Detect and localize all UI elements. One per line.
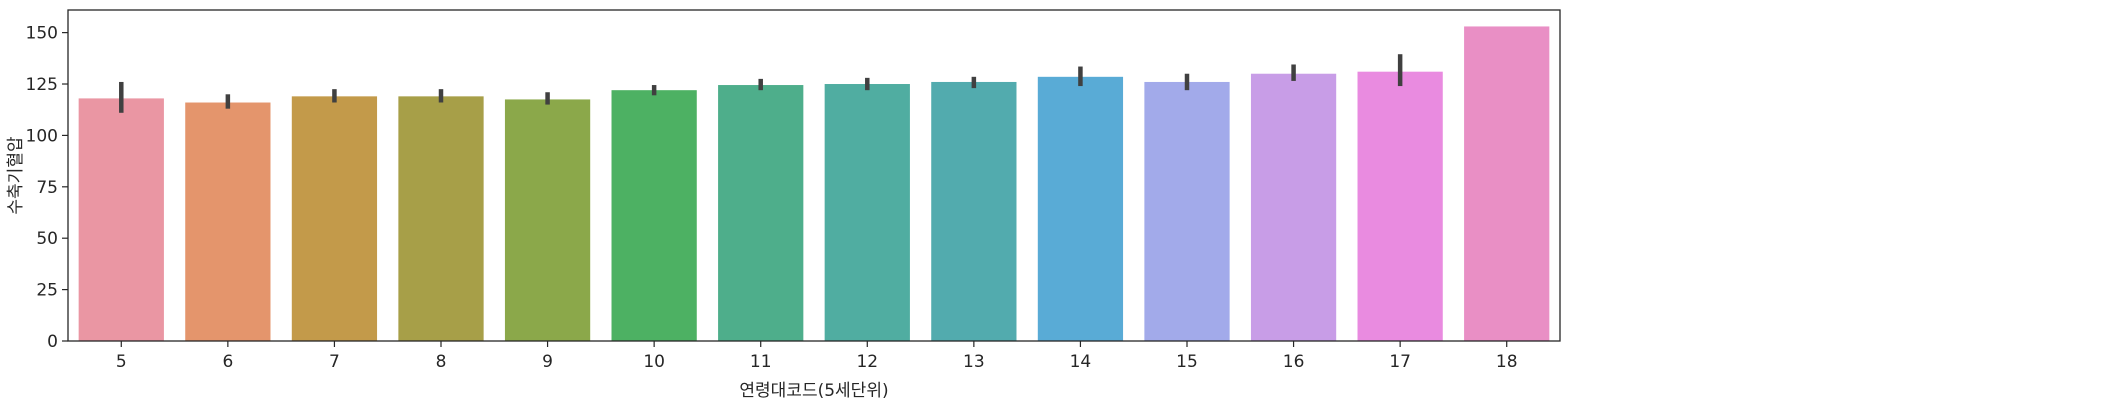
x-tick-label-15: 15 (1176, 352, 1198, 372)
x-tick-label-14: 14 (1070, 352, 1092, 372)
bar-12 (824, 84, 910, 341)
bar-10 (611, 90, 697, 342)
x-tick-label-6: 6 (222, 352, 233, 372)
x-tick-label-5: 5 (116, 352, 127, 372)
x-axis: 5 6 7 8 9 10 11 12 13 14 15 16 17 18 (116, 341, 1518, 372)
x-tick-label-18: 18 (1496, 352, 1518, 372)
bar-15 (1144, 81, 1230, 342)
x-tick-label-12: 12 (856, 352, 878, 372)
y-tick-label-100: 100 (26, 126, 58, 146)
x-axis-label: 연령대코드(5세단위) (739, 381, 888, 401)
bar-9 (504, 99, 591, 342)
x-tick-label-8: 8 (436, 352, 447, 372)
bar-18 (1464, 26, 1550, 341)
bar-5 (78, 98, 164, 342)
y-tick-label-50: 50 (36, 229, 58, 249)
bar-8 (398, 96, 484, 341)
y-tick-label-150: 150 (26, 24, 58, 44)
x-tick-label-17: 17 (1389, 352, 1411, 372)
bar-16 (1250, 73, 1337, 342)
x-tick-label-9: 9 (542, 352, 553, 372)
y-axis: 0 25 50 75 100 125 150 (26, 24, 68, 352)
bar-14 (1037, 76, 1124, 341)
plot-frame (67, 9, 1561, 342)
x-tick-label-16: 16 (1283, 352, 1305, 372)
x-tick-label-11: 11 (750, 352, 772, 372)
x-tick-label-13: 13 (963, 352, 985, 372)
bar-13 (931, 81, 1017, 342)
y-tick-label-75: 75 (36, 178, 58, 198)
y-tick-label-125: 125 (26, 75, 58, 95)
error-bars-group (119, 54, 1403, 113)
y-tick-label-25: 25 (36, 281, 58, 301)
y-axis-label: 수축기혈압 (6, 136, 26, 215)
x-tick-label-7: 7 (329, 352, 340, 372)
bar-17 (1357, 71, 1443, 342)
y-tick-label-0: 0 (47, 332, 58, 352)
bar-11 (718, 85, 804, 341)
bar-7 (291, 96, 378, 341)
bar-6 (185, 102, 271, 341)
x-tick-label-10: 10 (643, 352, 665, 372)
bars-group (78, 26, 1550, 342)
